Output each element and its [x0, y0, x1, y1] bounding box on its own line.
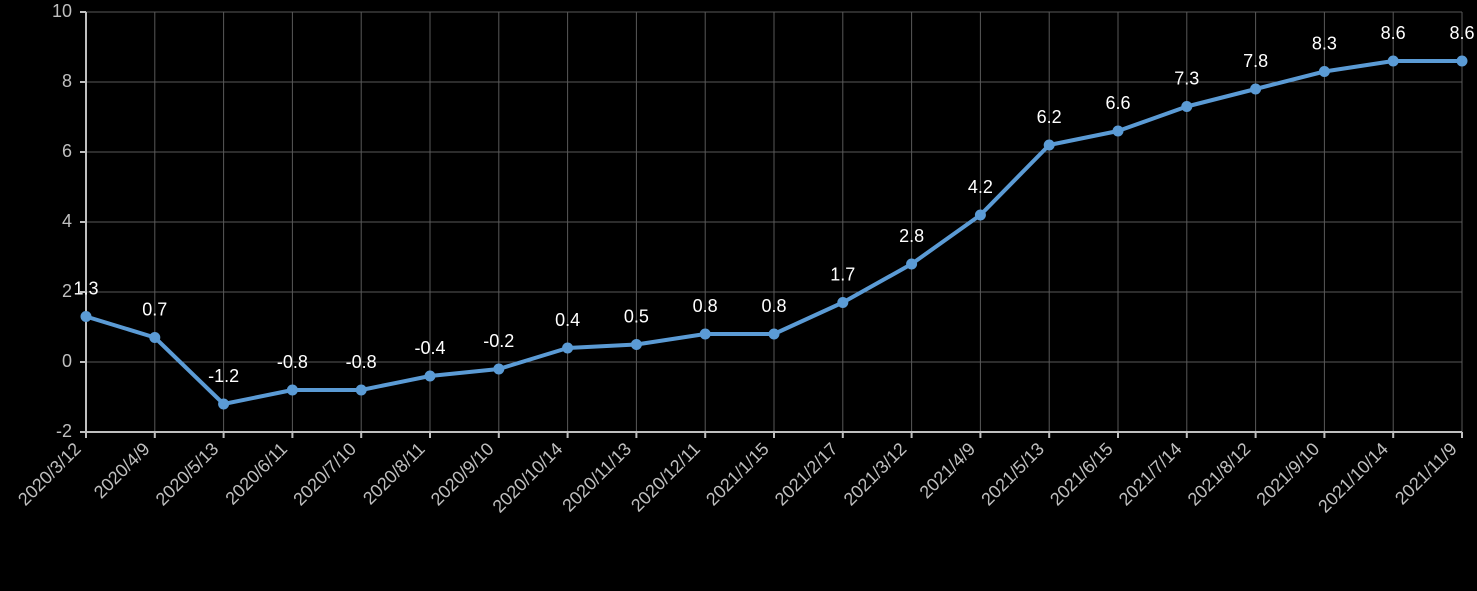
- data-label: -0.4: [414, 338, 445, 358]
- data-label: 8.6: [1381, 23, 1406, 43]
- data-label: 0.8: [761, 296, 786, 316]
- chart-svg: -202468102020/3/122020/4/92020/5/132020/…: [0, 0, 1477, 591]
- data-point: [150, 333, 160, 343]
- data-label: 6.2: [1037, 107, 1062, 127]
- data-point: [907, 259, 917, 269]
- y-tick-label: 10: [52, 1, 72, 21]
- data-label: 7.8: [1243, 51, 1268, 71]
- data-label: 8.3: [1312, 34, 1337, 54]
- data-point: [1044, 140, 1054, 150]
- data-label: -0.8: [277, 352, 308, 372]
- data-label: -1.2: [208, 366, 239, 386]
- data-point: [287, 385, 297, 395]
- data-point: [700, 329, 710, 339]
- data-point: [494, 364, 504, 374]
- y-tick-label: 2: [62, 281, 72, 301]
- data-label: 2.8: [899, 226, 924, 246]
- data-point: [1113, 126, 1123, 136]
- data-label: 0.8: [693, 296, 718, 316]
- data-point: [975, 210, 985, 220]
- y-tick-label: 0: [62, 351, 72, 371]
- data-point: [631, 340, 641, 350]
- data-point: [1182, 102, 1192, 112]
- data-label: -0.2: [483, 331, 514, 351]
- data-label: 1.3: [73, 279, 98, 299]
- data-label: 1.7: [830, 265, 855, 285]
- data-point: [425, 371, 435, 381]
- data-point: [769, 329, 779, 339]
- data-point: [1457, 56, 1467, 66]
- data-point: [838, 298, 848, 308]
- y-tick-label: 6: [62, 141, 72, 161]
- data-label: 4.2: [968, 177, 993, 197]
- y-tick-label: 4: [62, 211, 72, 231]
- y-tick-label: 8: [62, 71, 72, 91]
- data-point: [356, 385, 366, 395]
- data-point: [81, 312, 91, 322]
- data-label: 0.5: [624, 307, 649, 327]
- data-label: 0.7: [142, 300, 167, 320]
- data-label: 6.6: [1105, 93, 1130, 113]
- data-point: [1251, 84, 1261, 94]
- y-tick-label: -2: [56, 421, 72, 441]
- line-chart: -202468102020/3/122020/4/92020/5/132020/…: [0, 0, 1477, 591]
- data-label: 8.6: [1449, 23, 1474, 43]
- data-label: 0.4: [555, 310, 580, 330]
- data-point: [563, 343, 573, 353]
- data-label: -0.8: [346, 352, 377, 372]
- data-point: [219, 399, 229, 409]
- data-point: [1319, 67, 1329, 77]
- data-point: [1388, 56, 1398, 66]
- data-label: 7.3: [1174, 69, 1199, 89]
